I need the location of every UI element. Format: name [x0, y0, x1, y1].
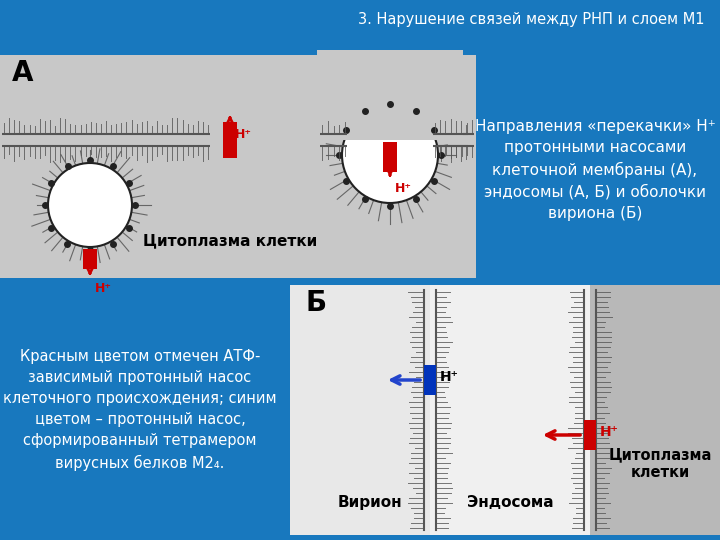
Text: Направления «перекачки» Н⁺
протонными насосами
клеточной мембраны (А),
эндосомы : Направления «перекачки» Н⁺ протонными на…	[474, 119, 716, 221]
Text: Н⁺: Н⁺	[600, 425, 619, 439]
Bar	[430, 285, 590, 535]
Circle shape	[48, 163, 132, 247]
Text: Н⁺: Н⁺	[395, 182, 412, 195]
Text: А: А	[12, 59, 34, 87]
Text: 3. Нарушение связей между РНП и слоем М1: 3. Нарушение связей между РНП и слоем М1	[359, 12, 705, 27]
Bar	[424, 365, 436, 395]
Bar	[223, 122, 237, 158]
Text: Вирион: Вирион	[338, 495, 402, 510]
Text: Цитоплазма клетки: Цитоплазма клетки	[143, 233, 317, 248]
Text: Эндосома: Эндосома	[467, 495, 553, 510]
Bar	[590, 285, 720, 535]
Bar	[317, 50, 463, 140]
Bar	[0, 55, 476, 278]
Bar	[290, 285, 430, 535]
Text: Б: Б	[305, 289, 326, 317]
Bar	[83, 249, 97, 269]
Text: Н⁺: Н⁺	[440, 370, 459, 384]
Bar	[584, 420, 596, 450]
Bar	[383, 142, 397, 172]
Text: Красным цветом отмечен АТФ-
зависимый протонный насос
клеточного происхождения; : Красным цветом отмечен АТФ- зависимый пр…	[3, 349, 276, 471]
Text: Н⁺: Н⁺	[95, 282, 112, 295]
Text: Цитоплазма
клетки: Цитоплазма клетки	[608, 448, 711, 480]
Text: Н⁺: Н⁺	[235, 127, 252, 140]
Circle shape	[342, 107, 438, 203]
